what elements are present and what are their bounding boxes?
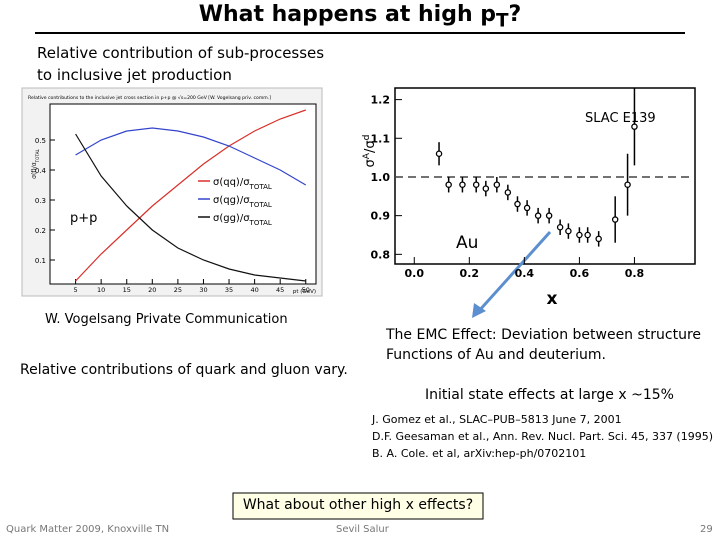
- data-point: [556, 224, 564, 231]
- x-tick-label: 0.8: [625, 267, 645, 280]
- y-tick-label: 0.5: [35, 137, 46, 145]
- x-tick-label: 45: [276, 286, 284, 294]
- references: J. Gomez et al., SLAC–PUB–5813 June 7, 2…: [372, 411, 713, 462]
- x-tick-label: 0.2: [460, 267, 480, 280]
- emc-line: The EMC Effect: Deviation between struct…: [386, 327, 702, 343]
- x-label: pt (GeV): [293, 289, 316, 295]
- x-tick-label: 30: [199, 286, 207, 294]
- data-point: [576, 231, 583, 239]
- legend-label: σ(qg)/σTOTAL: [213, 195, 272, 209]
- footer-center: Sevil Salur: [336, 524, 389, 535]
- y-tick-label: 1.2: [371, 94, 391, 107]
- y-tick-label: 0.1: [35, 257, 46, 265]
- y-tick-label: 1.0: [371, 171, 391, 184]
- x-tick-label: 50: [302, 286, 310, 294]
- y-label: σ(f)/σTOTAL: [31, 148, 40, 178]
- data-point: [624, 181, 631, 188]
- data-point: [611, 216, 619, 223]
- text-part: σ(f)/σ: [31, 162, 38, 179]
- data-point: [514, 200, 521, 208]
- question-box: [232, 492, 484, 520]
- data-point: [631, 123, 638, 130]
- text-part: TOTAL: [249, 183, 272, 191]
- emc-line: Functions of Au and deuterium.: [386, 347, 607, 363]
- note: Relative contributions of quark and gluo…: [20, 362, 348, 378]
- x-tick-label: 5: [74, 286, 78, 294]
- left-caption: Relative contribution of sub-processes t…: [37, 42, 324, 86]
- footer-right: 29: [700, 524, 713, 535]
- data-point: [595, 235, 602, 243]
- question[interactable]: What about other high x effects?: [242, 497, 474, 513]
- x-label: x: [547, 289, 558, 309]
- y-tick-label: 0.3: [35, 197, 46, 205]
- x-tick-label: 0.6: [570, 267, 590, 280]
- plot-header: Relative contributions to the inclusive …: [28, 95, 271, 101]
- text-part: TOTAL: [249, 201, 272, 209]
- text-part: σ(qg)/σ: [213, 195, 250, 206]
- curve: [75, 133, 306, 282]
- data-point: [534, 212, 542, 219]
- text-part: /σ: [363, 140, 378, 153]
- reference: D.F. Geesaman et al., Ann. Rev. Nucl. Pa…: [372, 430, 714, 443]
- x-tick-label: 25: [174, 286, 182, 294]
- data-point: [584, 231, 591, 239]
- x-tick-label: 15: [123, 286, 131, 294]
- initial-state: Initial state effects at large x ~15%: [425, 387, 674, 403]
- text-part: A: [362, 152, 372, 159]
- y-tick-label: 1.1: [371, 132, 391, 145]
- curve: [75, 127, 307, 186]
- arrow: [476, 230, 552, 314]
- y-tick-label: 0.2: [35, 227, 46, 235]
- x-tick-label: 10: [97, 286, 105, 294]
- data-point: [472, 181, 480, 188]
- text-part: TOTAL: [249, 219, 272, 227]
- reference: B. A. Cole. et al, arXiv:hep-ph/0702101: [372, 447, 587, 460]
- slide-title: What happens at high pT?: [0, 2, 720, 31]
- text-part: ?: [508, 2, 522, 27]
- text-part: d: [362, 135, 372, 141]
- y-tick-label: 0.8: [371, 248, 391, 261]
- text-part: σ(gg)/σ: [213, 213, 250, 224]
- data-point: [459, 181, 466, 188]
- text-part: TOTAL: [35, 148, 40, 163]
- x-tick-label: 0.0: [405, 267, 425, 280]
- data-point: [482, 185, 490, 192]
- y-label: σA/σd: [362, 135, 378, 168]
- legend-label: σ(qq)/σTOTAL: [213, 177, 272, 191]
- y-tick-label: 0.4: [35, 167, 47, 175]
- text-part: T: [496, 10, 509, 32]
- data-point: [435, 150, 443, 158]
- annotation: p+p: [70, 211, 97, 226]
- curve: [75, 109, 306, 282]
- text-part: What happens at high p: [198, 2, 497, 27]
- data-point: [504, 189, 512, 196]
- data-point: [523, 204, 531, 212]
- arrow-head: [472, 303, 486, 318]
- x-tick-label: 35: [225, 286, 233, 294]
- caption-line: Relative contribution of sub-processes: [37, 44, 325, 62]
- text-part: σ(qq)/σ: [213, 177, 250, 188]
- data-point: [445, 181, 452, 188]
- left-axes: [49, 103, 317, 285]
- reference: J. Gomez et al., SLAC–PUB–5813 June 7, 2…: [372, 413, 622, 426]
- x-tick-label: 0.4: [515, 267, 535, 280]
- source: W. Vogelsang Private Communication: [45, 312, 288, 327]
- x-tick-label: 20: [148, 286, 156, 294]
- data-point: [545, 212, 553, 219]
- footer-left: Quark Matter 2009, Knoxville TN: [6, 524, 170, 535]
- legend-label: σ(gg)/σTOTAL: [213, 213, 272, 227]
- plot-label: SLAC E139: [585, 111, 656, 126]
- data-point: [565, 227, 572, 235]
- caption-line: to inclusive jet production: [37, 66, 232, 84]
- emc-text: The EMC Effect: Deviation between struct…: [386, 325, 701, 365]
- text-part: σ: [363, 159, 378, 167]
- y-tick-label: 0.9: [371, 210, 391, 223]
- right-axes: [394, 87, 696, 265]
- data-point: [493, 181, 501, 188]
- plot-target: Au: [456, 233, 478, 253]
- x-tick-label: 40: [250, 286, 258, 294]
